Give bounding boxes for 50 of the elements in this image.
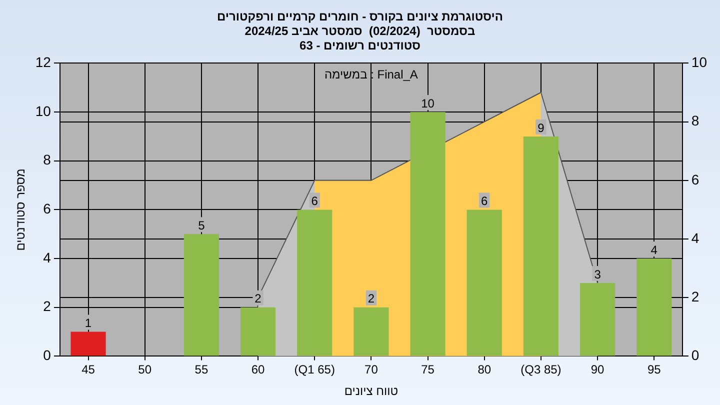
x-tick-label: 75: [421, 362, 435, 377]
y2-tick-label: 10: [691, 54, 708, 70]
y-tick-label: 8: [43, 152, 52, 168]
x-tick-label: 70: [364, 362, 378, 377]
x-tick-label: (Q1 65): [294, 362, 335, 377]
y-tick-label: 4: [43, 249, 52, 266]
bar: [70, 332, 106, 356]
text: בסמסטר (02/2024) סמסטר אביב 2024/25: [244, 24, 476, 38]
data-label: 3: [594, 267, 602, 282]
y-axis-title: מספר סטודנטים: [14, 168, 28, 251]
bar: [410, 112, 446, 356]
x-tick-label: 95: [647, 362, 662, 377]
bar: [297, 210, 332, 356]
x-tick-label: 55: [194, 362, 208, 377]
x-tick-label: 50: [138, 362, 152, 377]
bar: [636, 258, 672, 356]
data-label: 4: [650, 242, 658, 257]
x-tick-label: 80: [478, 362, 492, 377]
data-label: 6: [311, 194, 318, 208]
bar: [580, 282, 616, 356]
data-label: 5: [198, 218, 206, 232]
x-tick-label: 45: [82, 362, 96, 377]
bar: [184, 234, 219, 356]
data-label: 2: [254, 292, 262, 306]
data-label: 1: [84, 316, 92, 330]
bar: [523, 136, 559, 356]
x-axis-title: טווח ציונים: [344, 384, 398, 398]
data-label: 10: [421, 96, 435, 110]
x-tick-label: 90: [590, 362, 605, 377]
y2-tick-label: 6: [691, 171, 700, 188]
y2-tick-label: 2: [691, 288, 700, 304]
data-label: 6: [481, 194, 488, 208]
x-tick-label: (Q3 85): [520, 362, 562, 377]
y2-tick-label: 4: [691, 230, 700, 246]
y2-tick-label: 0: [691, 347, 700, 364]
annotation: במשימה : Final_A: [324, 68, 418, 82]
y-tick-label: 12: [35, 54, 52, 70]
text: היסטוגרמת ציונים בקורס - חומרים קרמיים ורפקטורים: [216, 10, 504, 24]
bar: [466, 210, 502, 356]
text: סטודנטים רשומים - 63: [300, 38, 420, 52]
y2-tick-label: 8: [691, 112, 700, 129]
data-label: 9: [538, 120, 545, 135]
x-tick-label: 60: [251, 362, 266, 377]
y-tick-label: 0: [43, 347, 52, 364]
y-tick-label: 6: [43, 200, 52, 217]
y-tick-label: 2: [43, 298, 52, 314]
bar: [354, 307, 389, 356]
y-tick-label: 10: [35, 102, 52, 119]
data-label: 2: [368, 292, 375, 306]
bar: [240, 307, 276, 356]
